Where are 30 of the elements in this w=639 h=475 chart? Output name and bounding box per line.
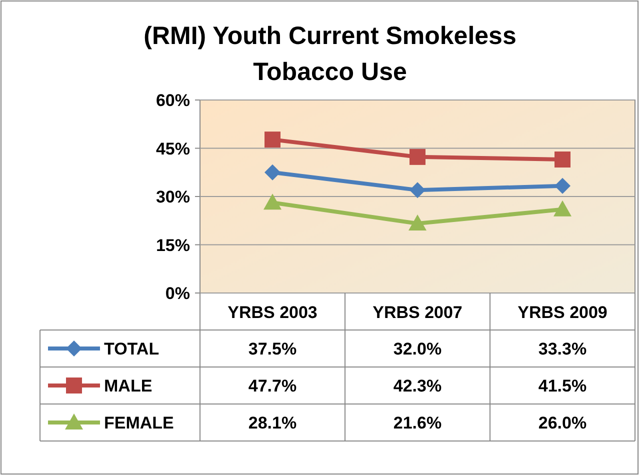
- point: [554, 178, 570, 194]
- y-tick-label: 0%: [165, 284, 190, 303]
- point: [410, 148, 426, 165]
- data-label: 33.3%: [538, 340, 587, 358]
- point: [410, 182, 426, 198]
- data-label: 41.5%: [538, 376, 587, 396]
- data-label: 32.0%: [393, 340, 442, 358]
- point: [408, 214, 426, 231]
- data-label: 42.3%: [393, 376, 442, 396]
- point: [264, 132, 280, 148]
- data-label: 28.1%: [248, 414, 297, 432]
- x-tick-label: YRBS 2003: [228, 303, 318, 322]
- y-tick-label: 45%: [156, 139, 190, 158]
- y-tick-label: 60%: [156, 91, 190, 110]
- point: [554, 200, 572, 216]
- y-tick-label: 30%: [156, 188, 190, 206]
- point: [554, 152, 570, 168]
- point: [264, 194, 282, 210]
- data-label: 21.6%: [393, 414, 442, 432]
- data-label: 26.0%: [538, 414, 587, 432]
- chart-title: (RMI) Youth Current Smokeless Tobacco Use: [144, 22, 516, 86]
- x-tick-label: YRBS 2009: [518, 303, 608, 322]
- legend-label: MALE: [104, 376, 152, 396]
- legend-label: TOTAL: [104, 340, 160, 358]
- data-label: 37.5%: [248, 340, 297, 358]
- point: [264, 164, 280, 180]
- legend-label: FEMALE: [104, 414, 174, 432]
- x-tick-label: YRBS 2007: [372, 303, 462, 322]
- data-label: 47.7%: [248, 376, 297, 396]
- y-tick-label: 15%: [156, 236, 190, 255]
